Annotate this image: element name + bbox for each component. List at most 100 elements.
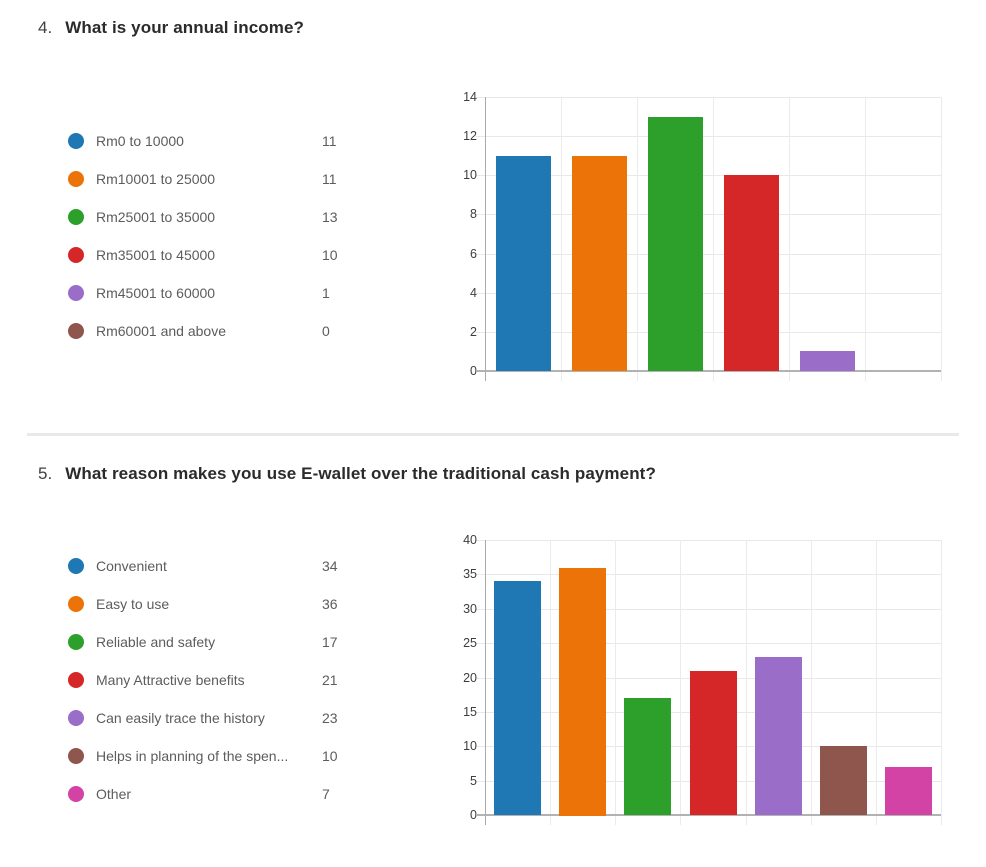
y-axis-tick-label: 5 <box>470 774 477 788</box>
legend-label: Helps in planning of the spen... <box>96 748 289 764</box>
legend-item: Reliable and safety 17 <box>68 623 368 661</box>
chart-bar <box>800 351 855 371</box>
bar-chart: 0 2 4 6 8 10 12 14 <box>455 90 947 392</box>
x-axis-baseline <box>476 370 941 372</box>
chart-bar <box>624 698 671 815</box>
legend-value: 11 <box>322 171 337 187</box>
legend-color-dot <box>68 171 84 187</box>
answer-legend: Convenient 34 Easy to use 36 Reliable and sa… <box>68 547 368 813</box>
y-axis-tick-label: 10 <box>463 739 477 753</box>
legend-value: 21 <box>322 672 338 688</box>
legend-label: Can easily trace the history <box>96 710 265 726</box>
chart-bar <box>690 671 737 815</box>
legend-value: 10 <box>322 247 338 263</box>
question-number: 4. <box>38 18 53 37</box>
legend-color-dot <box>68 634 84 650</box>
legend-label: Rm45001 to 60000 <box>96 285 216 301</box>
chart-bar <box>820 746 867 815</box>
legend-label: Rm60001 and above <box>96 323 226 339</box>
chart-bar <box>496 156 551 371</box>
y-axis-tick-label: 12 <box>463 129 477 143</box>
gridline-vertical <box>941 540 942 825</box>
legend-color-dot <box>68 596 84 612</box>
gridline-horizontal <box>476 97 941 98</box>
y-axis-tick-label: 40 <box>463 533 477 547</box>
gridline-vertical <box>789 97 790 381</box>
question-title: What is your annual income? <box>65 18 305 37</box>
chart-bar <box>724 175 779 371</box>
legend-label: Many Attractive benefits <box>96 672 245 688</box>
legend-value: 13 <box>322 209 338 225</box>
legend-value: 1 <box>322 285 330 301</box>
chart-bar <box>755 657 802 815</box>
chart-bar <box>494 581 541 815</box>
legend-label: Rm0 to 10000 <box>96 133 184 149</box>
y-axis-tick-label: 0 <box>470 808 477 822</box>
legend-item: Rm0 to 10000 11 <box>68 122 368 160</box>
legend-item: Rm25001 to 35000 13 <box>68 198 368 236</box>
y-axis-line <box>485 540 486 825</box>
gridline-horizontal <box>476 136 941 137</box>
legend-color-dot <box>68 133 84 149</box>
question-number: 5. <box>38 464 53 483</box>
answer-legend: Rm0 to 10000 11 Rm10001 to 25000 11 Rm25001 … <box>68 122 368 350</box>
legend-label: Other <box>96 786 132 802</box>
y-axis-tick-label: 25 <box>463 636 477 650</box>
gridline-vertical <box>637 97 638 381</box>
y-axis-tick-label: 8 <box>470 207 477 221</box>
question-5-header: 5. What reason makes you use E-wallet ov… <box>38 464 656 484</box>
legend-item: Helps in planning of the spen... 10 <box>68 737 368 775</box>
legend-label: Convenient <box>96 558 167 574</box>
legend-label: Rm25001 to 35000 <box>96 209 216 225</box>
legend-color-dot <box>68 672 84 688</box>
section-divider <box>27 433 959 436</box>
gridline-horizontal <box>476 643 941 644</box>
gridline-horizontal <box>476 609 941 610</box>
legend-label: Rm35001 to 45000 <box>96 247 216 263</box>
x-axis-baseline <box>476 814 941 816</box>
legend-item: Rm10001 to 25000 11 <box>68 160 368 198</box>
legend-item: Rm35001 to 45000 10 <box>68 236 368 274</box>
y-axis-tick-label: 30 <box>463 602 477 616</box>
gridline-vertical <box>680 540 681 825</box>
legend-label: Reliable and safety <box>96 634 216 650</box>
legend-value: 36 <box>322 596 338 612</box>
gridline-vertical <box>865 97 866 381</box>
chart-bar <box>572 156 627 371</box>
chart-bar <box>648 117 703 371</box>
y-axis-tick-label: 2 <box>470 325 477 339</box>
legend-item: Rm60001 and above 0 <box>68 312 368 350</box>
y-axis-tick-label: 20 <box>463 671 477 685</box>
gridline-horizontal <box>476 175 941 176</box>
legend-value: 23 <box>322 710 338 726</box>
legend-item: Convenient 34 <box>68 547 368 585</box>
legend-value: 7 <box>322 786 330 802</box>
legend-value: 17 <box>322 634 338 650</box>
gridline-horizontal <box>476 293 941 294</box>
question-title: What reason makes you use E-wallet over … <box>65 464 656 483</box>
legend-color-dot <box>68 209 84 225</box>
y-axis-tick-label: 0 <box>470 364 477 378</box>
legend-item: Can easily trace the history 23 <box>68 699 368 737</box>
y-axis-tick-label: 14 <box>463 90 477 104</box>
gridline-vertical <box>811 540 812 825</box>
y-axis-line <box>485 97 486 381</box>
y-axis-tick-label: 15 <box>463 705 477 719</box>
y-axis-tick-label: 4 <box>470 286 477 300</box>
legend-color-dot <box>68 285 84 301</box>
legend-color-dot <box>68 748 84 764</box>
gridline-horizontal <box>476 332 941 333</box>
legend-label: Rm10001 to 25000 <box>96 171 216 187</box>
gridline-vertical <box>713 97 714 381</box>
gridline-horizontal <box>476 574 941 575</box>
legend-value: 11 <box>322 133 337 149</box>
y-axis-tick-label: 35 <box>463 567 477 581</box>
legend-value: 34 <box>322 558 338 574</box>
legend-value: 0 <box>322 323 330 339</box>
gridline-vertical <box>615 540 616 825</box>
legend-label: Easy to use <box>96 596 170 612</box>
gridline-vertical <box>876 540 877 825</box>
bar-chart: 0 5 10 15 20 25 30 35 40 <box>455 533 947 835</box>
legend-item: Many Attractive benefits 21 <box>68 661 368 699</box>
